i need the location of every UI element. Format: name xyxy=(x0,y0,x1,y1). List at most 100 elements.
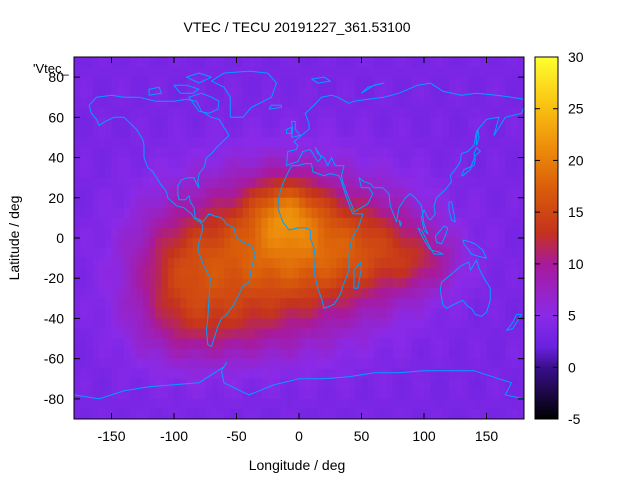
heatmap-cell xyxy=(417,117,425,128)
heatmap-cell xyxy=(411,258,419,269)
heatmap-cell xyxy=(299,278,306,289)
heatmap-cell xyxy=(361,137,369,149)
heatmap-cell xyxy=(111,278,119,289)
heatmap-cell xyxy=(149,177,156,189)
heatmap-cell xyxy=(249,298,256,309)
heatmap-grid xyxy=(74,57,524,419)
heatmap-cell xyxy=(367,57,375,68)
heatmap-cell xyxy=(330,217,338,229)
heatmap-cell xyxy=(367,187,375,199)
heatmap-cell xyxy=(317,117,325,128)
heatmap-cell xyxy=(217,207,225,219)
heatmap-cell xyxy=(305,197,313,209)
heatmap-cell xyxy=(505,157,513,169)
heatmap-cell xyxy=(224,298,231,309)
heatmap-cell xyxy=(417,147,425,159)
heatmap-cell xyxy=(511,187,519,199)
heatmap-cell xyxy=(411,348,419,360)
heatmap-cell xyxy=(80,278,88,289)
heatmap-cell xyxy=(511,368,519,380)
heatmap-cell xyxy=(105,177,113,189)
colorbar-tick-label: 20 xyxy=(568,152,584,168)
heatmap-cell xyxy=(430,87,438,98)
heatmap-cell xyxy=(474,358,481,370)
heatmap-cell xyxy=(492,97,500,108)
heatmap-cell xyxy=(267,227,275,239)
heatmap-cell xyxy=(467,97,475,108)
heatmap-cell xyxy=(186,248,194,259)
heatmap-cell xyxy=(149,358,156,370)
heatmap-cell xyxy=(255,368,263,380)
heatmap-cell xyxy=(299,197,306,209)
heatmap-cell xyxy=(161,137,169,149)
heatmap-cell xyxy=(399,258,406,269)
heatmap-cell xyxy=(342,298,350,309)
heatmap-cell xyxy=(155,318,163,330)
heatmap-cell xyxy=(455,388,463,400)
heatmap-cell xyxy=(311,318,319,330)
heatmap-cell xyxy=(192,328,200,340)
heatmap-cell xyxy=(292,187,300,199)
heatmap-cell xyxy=(255,338,263,350)
heatmap-cell xyxy=(124,117,131,128)
heatmap-cell xyxy=(130,308,138,320)
heatmap-cell xyxy=(486,137,494,149)
heatmap-cell xyxy=(336,67,344,78)
heatmap-cell xyxy=(186,338,194,350)
heatmap-cell xyxy=(267,348,275,360)
heatmap-cell xyxy=(205,187,213,199)
heatmap-cell xyxy=(367,388,375,400)
heatmap-cell xyxy=(111,238,119,249)
heatmap-cell xyxy=(505,207,513,219)
heatmap-cell xyxy=(74,328,81,340)
heatmap-cell xyxy=(230,87,238,98)
heatmap-cell xyxy=(399,187,406,199)
heatmap-cell xyxy=(199,127,206,139)
heatmap-cell xyxy=(411,288,419,299)
heatmap-cell xyxy=(236,258,244,269)
heatmap-cell xyxy=(136,388,144,400)
heatmap-cell xyxy=(517,388,524,400)
heatmap-cell xyxy=(267,57,275,68)
heatmap-cell xyxy=(80,77,88,88)
heatmap-cell xyxy=(161,388,169,400)
heatmap-cell xyxy=(286,97,294,108)
heatmap-cell xyxy=(324,217,331,229)
heatmap-cell xyxy=(355,137,363,149)
heatmap-cell xyxy=(499,187,506,199)
heatmap-cell xyxy=(280,248,288,259)
heatmap-cell xyxy=(117,358,125,370)
heatmap-cell xyxy=(386,378,394,390)
heatmap-cell xyxy=(430,77,438,88)
heatmap-cell xyxy=(180,338,188,350)
heatmap-cell xyxy=(249,177,256,189)
heatmap-cell xyxy=(99,318,106,330)
heatmap-cell xyxy=(174,288,181,299)
heatmap-cell xyxy=(511,278,519,289)
heatmap-cell xyxy=(449,408,456,419)
heatmap-cell xyxy=(342,328,350,340)
heatmap-cell xyxy=(92,318,100,330)
heatmap-cell xyxy=(124,398,131,410)
heatmap-cell xyxy=(217,127,225,139)
heatmap-cell xyxy=(367,107,375,118)
heatmap-cell xyxy=(255,378,263,390)
heatmap-cell xyxy=(417,227,425,239)
heatmap-cell xyxy=(442,398,450,410)
heatmap-cell xyxy=(467,137,475,149)
heatmap-cell xyxy=(242,137,250,149)
heatmap-cell xyxy=(480,248,488,259)
heatmap-cell xyxy=(474,378,481,390)
heatmap-cell xyxy=(311,187,319,199)
heatmap-cell xyxy=(299,308,306,320)
heatmap-cell xyxy=(224,157,231,169)
heatmap-cell xyxy=(411,358,419,370)
heatmap-cell xyxy=(505,238,513,249)
heatmap-cell xyxy=(455,147,463,159)
heatmap-cell xyxy=(242,348,250,360)
heatmap-cell xyxy=(411,67,419,78)
heatmap-cell xyxy=(205,358,213,370)
heatmap-cell xyxy=(374,97,381,108)
heatmap-cell xyxy=(405,187,413,199)
heatmap-cell xyxy=(205,137,213,149)
